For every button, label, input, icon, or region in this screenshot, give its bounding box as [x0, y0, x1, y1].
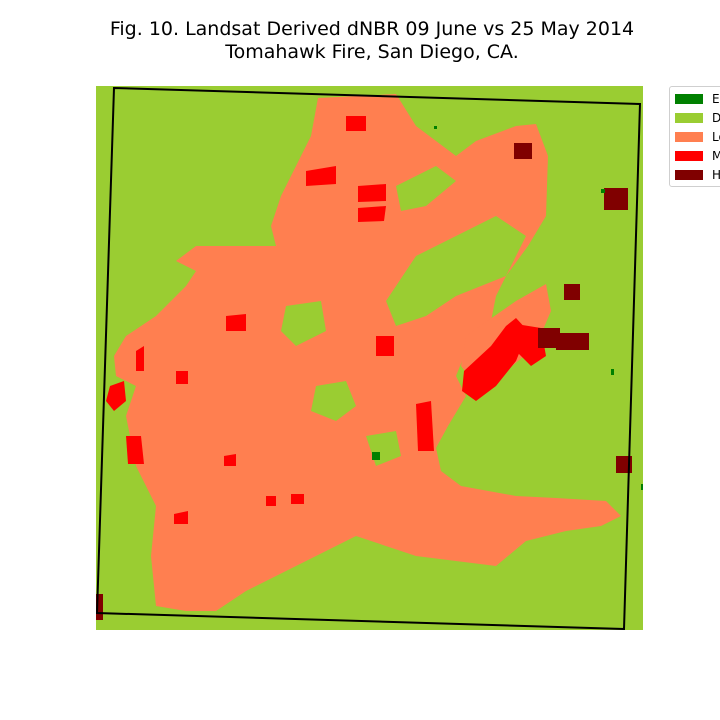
legend-swatch-low	[675, 132, 703, 142]
legend-swatch-moderate	[675, 151, 703, 161]
legend-label-low: Lo	[712, 130, 720, 144]
legend-label-unburned: D	[712, 111, 720, 125]
dnbr-map	[96, 86, 643, 630]
figure-title: Fig. 10. Landsat Derived dNBR 09 June vs…	[0, 18, 720, 64]
enhanced-regrowth-patches	[372, 126, 643, 490]
legend-swatch-enhanced	[675, 94, 703, 104]
fire-perimeter-boundary	[96, 86, 642, 630]
title-line-2: Tomahawk Fire, San Diego, CA.	[225, 41, 519, 63]
unburned-inclusion	[281, 301, 326, 346]
unburned-inclusion	[311, 381, 356, 421]
legend-swatch-high	[675, 170, 703, 180]
title-line-1: Fig. 10. Landsat Derived dNBR 09 June vs…	[109, 18, 635, 40]
legend-label-moderate: M	[712, 149, 720, 163]
unburned-inclusion	[396, 166, 456, 211]
legend-label-enhanced: E	[712, 92, 720, 106]
legend: E D Lo M H	[669, 86, 720, 187]
legend-label-high: H	[712, 168, 720, 182]
legend-swatch-unburned	[675, 113, 703, 123]
unburned-inclusion	[386, 216, 526, 326]
